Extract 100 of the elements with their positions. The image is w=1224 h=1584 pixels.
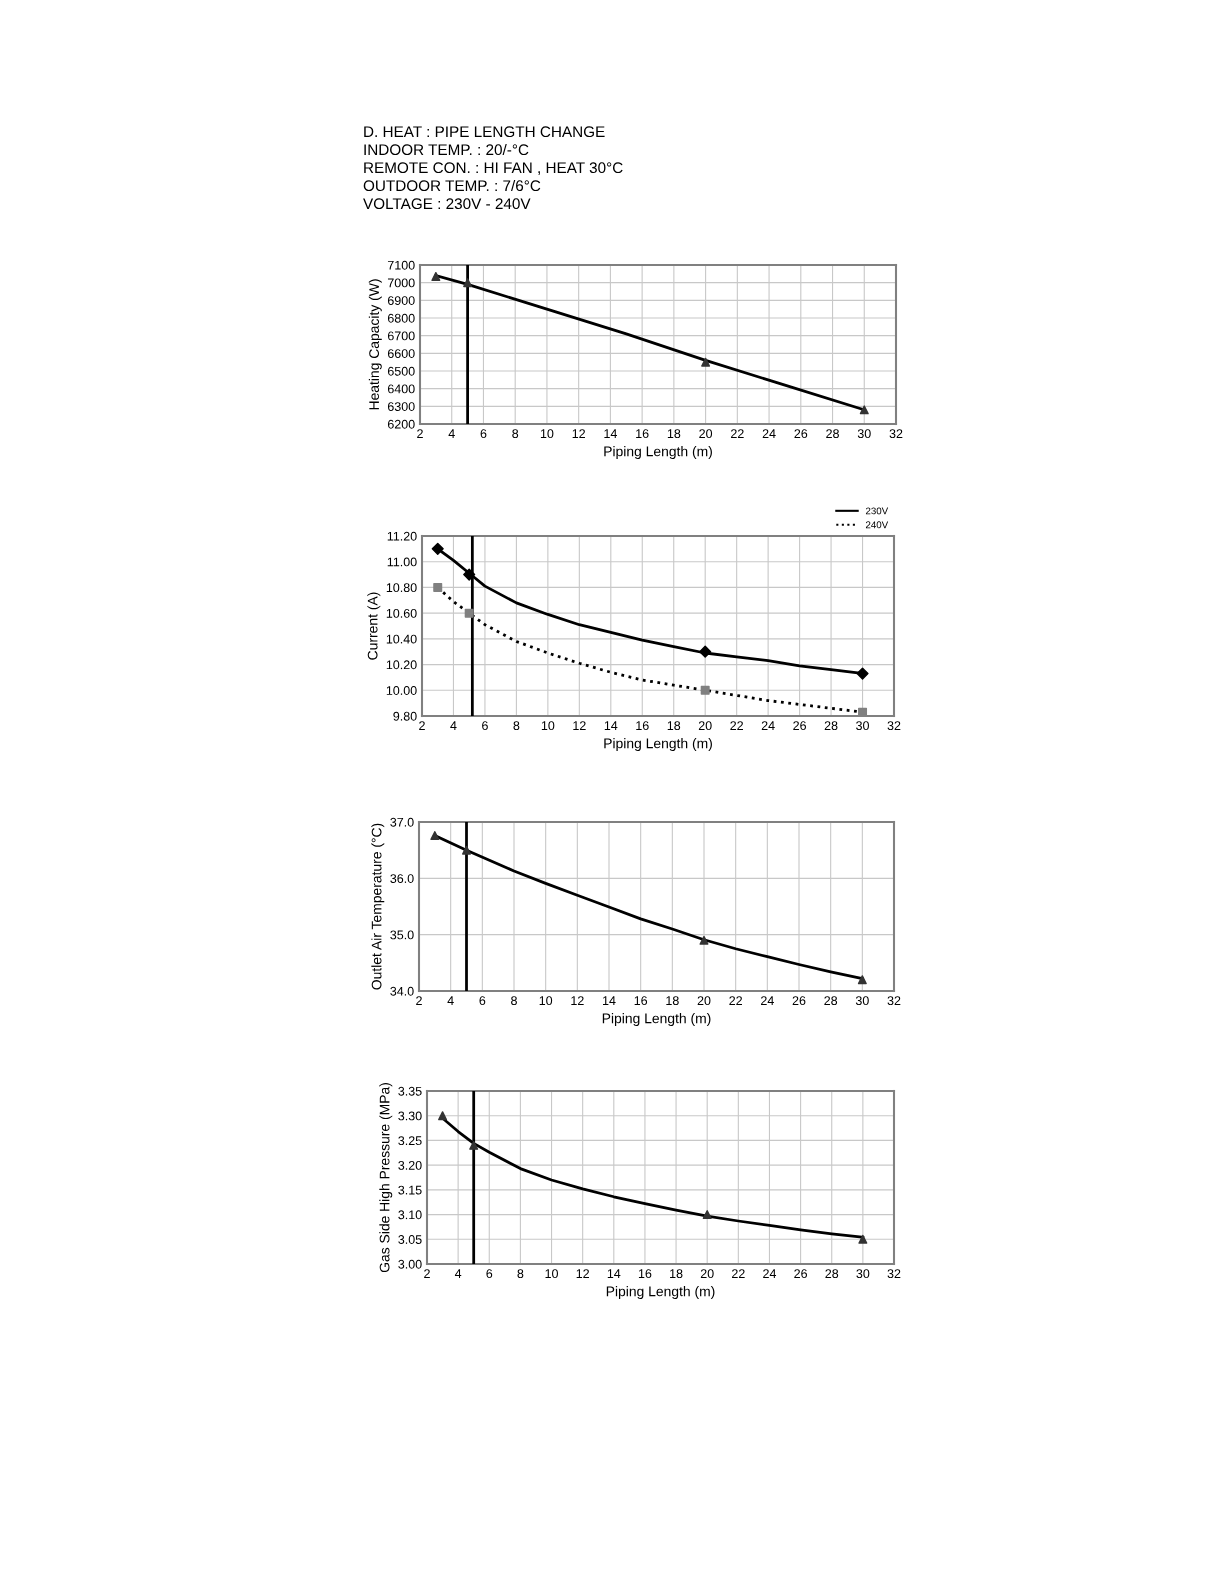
x-tick-label: 12 (571, 996, 584, 1005)
y-tick-label: 10.40 (386, 634, 417, 644)
text: REMOTE CON. : HI FAN , HEAT 30°C (364, 162, 623, 175)
y-tick-label: 3.25 (398, 1136, 422, 1146)
point (859, 405, 869, 415)
y-axis-title: Gas Side High Pressure (MPa) (379, 1083, 393, 1273)
x-tick-label: 18 (667, 721, 681, 731)
x-tick-label: 18 (666, 996, 679, 1006)
x-tick-label: 10 (540, 429, 554, 439)
x-axis-title: Piping Length (m) (602, 1013, 711, 1027)
x-tick-label: 32 (887, 996, 901, 1006)
x-tick-label: 8 (512, 429, 519, 439)
x-tick-label: 14 (607, 1269, 621, 1278)
point (857, 975, 867, 985)
x-tick-label: 10 (539, 996, 553, 1006)
y-tick-label: 3.35 (398, 1086, 422, 1096)
x-tick-label: 20 (699, 429, 713, 439)
x-tick-label: 16 (636, 429, 649, 439)
x-tick-label: 16 (638, 1269, 652, 1279)
point (469, 1140, 479, 1150)
y-tick-label: 6600 (387, 349, 415, 358)
y-tick-label: 6700 (387, 331, 415, 341)
text: INDOOR TEMP. : 20/-°C (364, 143, 529, 156)
x-tick-label: 32 (887, 1269, 901, 1279)
legend-label: 230V (865, 507, 889, 515)
y-tick-label: 9.80 (393, 711, 417, 721)
y-tick-label: 10.80 (386, 583, 417, 593)
x-tick-label: 20 (697, 996, 711, 1006)
x-tick-label: 30 (856, 721, 869, 731)
point (699, 935, 709, 945)
text: VOLTAGE : 230V - 240V (363, 198, 531, 210)
x-tick-label: 4 (447, 996, 454, 1005)
y-tick-label: 10.20 (386, 660, 417, 670)
x-axis-title: Piping Length (m) (604, 446, 712, 460)
y-tick-label: 6800 (387, 313, 415, 323)
x-tick-label: 6 (479, 996, 486, 1006)
x-tick-label: 6 (486, 1269, 493, 1279)
point (431, 542, 444, 555)
x-tick-label: 32 (889, 429, 903, 439)
y-tick-label: 6200 (387, 419, 415, 429)
y-tick-label: 6900 (387, 296, 415, 305)
x-tick-label: 6 (480, 429, 487, 439)
chart-title: D. HEAT : PIPE LENGTH CHANGE (364, 126, 605, 138)
x-tick-label: 22 (731, 429, 744, 438)
y-tick-label: 37.0 (390, 817, 414, 827)
x-tick-label: 2 (424, 1269, 430, 1278)
y-tick-label: 3.10 (398, 1210, 422, 1220)
x-tick-label: 18 (667, 429, 681, 439)
y-tick-label: 36.0 (390, 874, 414, 883)
x-tick-label: 22 (732, 1269, 745, 1278)
point (701, 357, 711, 367)
x-axis-title: Piping Length (m) (606, 1286, 715, 1300)
point (699, 645, 712, 658)
x-tick-label: 30 (857, 429, 871, 439)
point (430, 831, 440, 841)
x-tick-label: 4 (450, 721, 457, 730)
x-tick-label: 16 (636, 721, 649, 731)
point (433, 582, 443, 592)
y-tick-label: 7100 (387, 260, 415, 270)
x-tick-label: 8 (517, 1269, 524, 1279)
y-axis-title: Current (A) (367, 592, 381, 660)
y-tick-label: 6300 (387, 402, 415, 411)
y-tick-label: 7000 (387, 278, 415, 288)
point (858, 1234, 868, 1244)
y-tick-label: 3.00 (398, 1259, 422, 1269)
x-tick-label: 24 (761, 996, 774, 1005)
y-tick-label: 35.0 (390, 930, 414, 940)
x-tick-label: 24 (763, 1269, 777, 1278)
x-tick-label: 2 (416, 996, 422, 1005)
x-tick-label: 28 (824, 721, 838, 731)
y-tick-label: 3.20 (398, 1160, 422, 1170)
x-tick-label: 28 (826, 429, 839, 439)
x-tick-label: 30 (856, 1269, 870, 1279)
x-tick-label: 14 (604, 429, 617, 438)
x-tick-label: 8 (511, 996, 517, 1006)
x-tick-label: 22 (729, 996, 742, 1005)
point (702, 1210, 712, 1220)
y-tick-label: 3.05 (398, 1235, 422, 1244)
y-tick-label: 3.15 (398, 1185, 422, 1195)
x-tick-label: 26 (793, 721, 806, 731)
point (858, 707, 868, 716)
x-tick-label: 16 (634, 996, 648, 1006)
x-tick-label: 20 (698, 721, 712, 731)
point (463, 278, 473, 288)
y-tick-label: 3.30 (398, 1111, 422, 1121)
x-tick-label: 4 (454, 1269, 462, 1278)
x-tick-label: 14 (603, 996, 616, 1005)
x-tick-label: 10 (545, 1269, 558, 1279)
y-tick-label: 6500 (387, 366, 415, 376)
y-tick-label: 11.00 (387, 557, 417, 567)
x-tick-label: 26 (792, 996, 806, 1006)
x-tick-label: 30 (855, 996, 869, 1006)
point (464, 608, 474, 618)
text: OUTDOOR TEMP. : 7/6°C (363, 179, 541, 192)
x-tick-label: 22 (730, 721, 743, 730)
legend-label: 240V (865, 521, 889, 529)
x-tick-label: 14 (604, 721, 618, 730)
x-tick-label: 28 (824, 996, 838, 1006)
x-tick-label: 24 (761, 721, 775, 730)
x-tick-label: 6 (482, 721, 488, 731)
